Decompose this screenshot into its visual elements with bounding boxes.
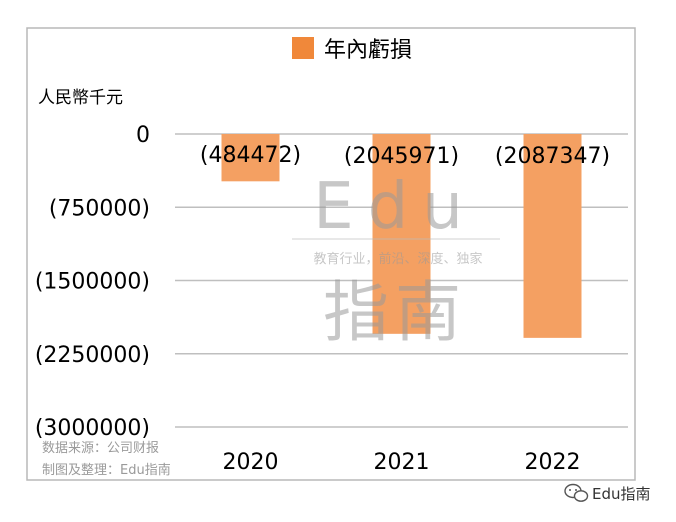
watermark-tagline: 教育行业，前沿、深度、独家 [313, 251, 482, 267]
data-label: (484472) [200, 143, 301, 168]
watermark: Edu 教育行业，前沿、深度、独家 指南 [292, 170, 500, 351]
legend-swatch [292, 37, 314, 59]
source-line-1: 数据来源：公司财报 [42, 441, 159, 456]
legend: 年內虧損 [292, 37, 412, 63]
x-tick-label: 2021 [374, 450, 430, 475]
y-tick-label: (2250000) [35, 343, 150, 368]
watermark-cjk: 指南 [323, 274, 467, 351]
wechat-badge: Edu指南 [564, 483, 651, 503]
wechat-badge-label: Edu指南 [592, 485, 651, 503]
data-labels: (484472) (2045971) (2087347) [200, 143, 610, 169]
data-label: (2045971) [344, 144, 459, 169]
y-tick-label: (1500000) [35, 270, 150, 295]
data-label: (2087347) [495, 144, 610, 169]
watermark-latin: Edu [313, 170, 477, 244]
bar [372, 134, 431, 334]
y-tick-label: 0 [136, 123, 150, 148]
y-tick-label: (3000000) [35, 416, 150, 441]
source-line-2: 制图及整理：Edu指南 [42, 462, 171, 478]
x-tick-label: 2020 [223, 450, 279, 475]
bar [221, 134, 280, 182]
y-axis-ticks: 0 (750000) (1500000) (2250000) (3000000) [35, 123, 150, 441]
x-axis-ticks: 2020 2021 2022 [223, 450, 581, 475]
wechat-icon [564, 483, 589, 502]
y-axis-title: 人民幣千元 [38, 88, 123, 108]
legend-label: 年內虧損 [324, 38, 412, 63]
x-tick-label: 2022 [525, 450, 581, 475]
bars [221, 134, 582, 338]
bar [523, 134, 582, 338]
y-tick-label: (750000) [49, 196, 150, 221]
